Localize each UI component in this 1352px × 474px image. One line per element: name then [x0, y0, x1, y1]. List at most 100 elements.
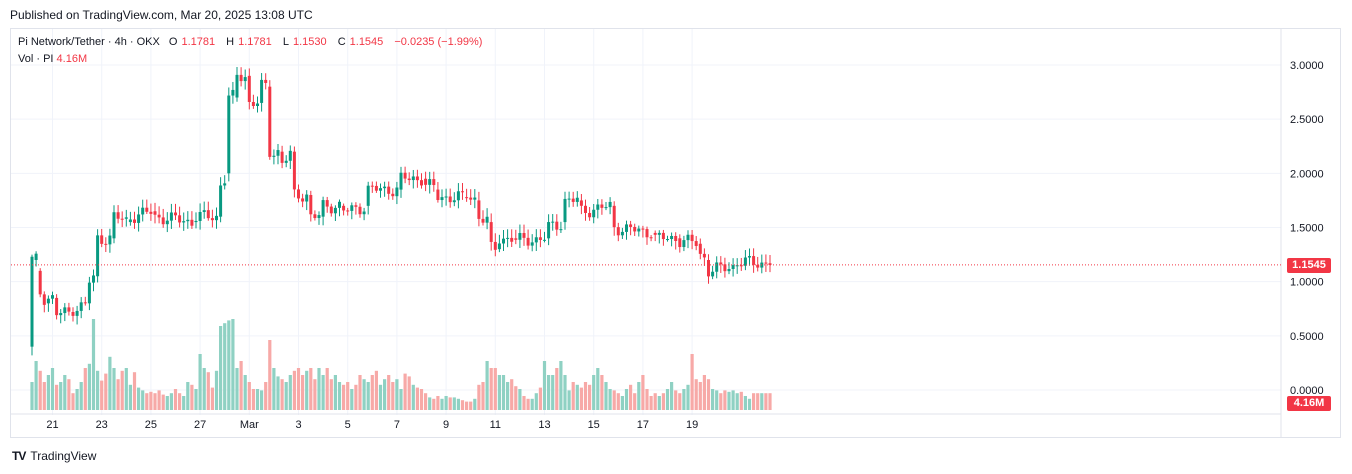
candle-body: [71, 312, 75, 316]
volume-bar: [50, 368, 55, 410]
x-tick-label: 15: [588, 419, 600, 431]
candle-body: [104, 243, 108, 245]
volume-bar: [501, 375, 506, 410]
candle-body: [633, 226, 637, 232]
x-tick-label: 19: [686, 419, 698, 431]
candle-body: [489, 222, 493, 242]
candle-body: [538, 237, 542, 240]
y-tick-label: 1.5000: [1290, 223, 1324, 235]
candle-body: [210, 218, 214, 221]
volume-bar: [67, 379, 71, 410]
candle-body: [239, 74, 243, 82]
footer-brand[interactable]: TradingView: [30, 449, 97, 463]
candle-body: [219, 185, 223, 217]
candle-body: [329, 206, 333, 214]
volume-bar: [469, 401, 473, 410]
candle-body: [243, 77, 247, 82]
candle-body: [436, 189, 440, 201]
volume-bar: [383, 379, 387, 410]
candle-body: [456, 191, 460, 201]
candle-body: [182, 221, 186, 223]
candle-body: [96, 235, 100, 277]
volume-bar: [71, 393, 75, 410]
candle-body: [83, 302, 87, 304]
volume-bar: [760, 393, 764, 410]
candle-body: [403, 172, 407, 179]
candle-body: [485, 216, 489, 223]
candle-body: [661, 232, 665, 240]
candle-body: [469, 197, 473, 200]
symbol-label[interactable]: Pi Network/Tether · 4h · OKX: [18, 36, 160, 48]
volume-bar: [91, 319, 96, 410]
candle-body: [432, 179, 436, 186]
candle-body: [645, 229, 649, 238]
candle-body: [522, 233, 526, 238]
candle-body: [534, 237, 538, 243]
volume-bar: [620, 396, 624, 410]
candle-body: [59, 313, 63, 316]
candle-body: [543, 239, 546, 241]
close-value: 1.1545: [349, 36, 384, 48]
volume-bar: [182, 396, 186, 410]
candle-body: [600, 204, 604, 208]
candle-body: [723, 264, 727, 272]
volume-bar: [391, 382, 395, 410]
candle-body: [161, 217, 165, 225]
volume-bar: [178, 393, 182, 410]
candle-body: [280, 151, 284, 163]
candle-body: [272, 155, 276, 157]
tradingview-logo-icon[interactable]: TV: [12, 449, 26, 463]
volume-bar: [477, 384, 481, 410]
volume-bar: [743, 396, 747, 410]
volume-bar: [288, 375, 292, 410]
candle-body: [588, 212, 592, 218]
volume-bar: [395, 379, 399, 410]
last-volume-tag: 4.16M: [1287, 396, 1331, 411]
low-label: L: [282, 36, 289, 48]
volume-bar: [272, 368, 276, 410]
candle-body: [493, 241, 497, 250]
volume-bar: [448, 397, 452, 410]
candle-body: [702, 253, 706, 258]
volume-bar: [518, 389, 522, 410]
volume-bar: [42, 382, 46, 410]
volume-bar: [214, 370, 219, 410]
candle-body: [141, 207, 145, 215]
x-tick-label: 13: [538, 419, 550, 431]
volume-bar: [305, 370, 309, 410]
volume-bar: [223, 323, 227, 410]
candle-body: [743, 257, 747, 266]
candle-body: [338, 201, 341, 208]
volume-bar: [268, 340, 272, 410]
volume-bar: [370, 375, 374, 410]
candle-body: [215, 215, 218, 221]
candle-body: [42, 294, 46, 305]
volume-bar: [670, 382, 674, 410]
candle-body: [559, 229, 563, 231]
candle-body: [67, 307, 71, 312]
volume-bar: [251, 389, 255, 410]
high-value: 1.1781: [238, 36, 272, 48]
candle-body: [526, 237, 530, 246]
candle-body: [342, 205, 346, 211]
candle-body: [707, 260, 710, 277]
candle-body: [63, 307, 67, 314]
candle-body: [657, 232, 661, 235]
volume-bar: [231, 319, 235, 410]
candle-body: [719, 262, 723, 265]
x-tick-label: 5: [345, 419, 351, 431]
candle-body: [735, 265, 739, 267]
volume-bar: [317, 368, 321, 410]
volume-legend: Vol · PI 4.16M: [18, 53, 87, 65]
candle-body: [711, 271, 715, 277]
candle-body: [128, 219, 132, 223]
candle-body: [731, 265, 735, 270]
volume-label[interactable]: Vol · PI: [18, 53, 54, 65]
candle-body: [604, 207, 608, 209]
volume-bar: [711, 389, 715, 410]
volume-bar: [604, 382, 608, 410]
candle-body: [190, 219, 194, 226]
candle-body: [481, 218, 485, 223]
volume-bar: [161, 394, 165, 410]
